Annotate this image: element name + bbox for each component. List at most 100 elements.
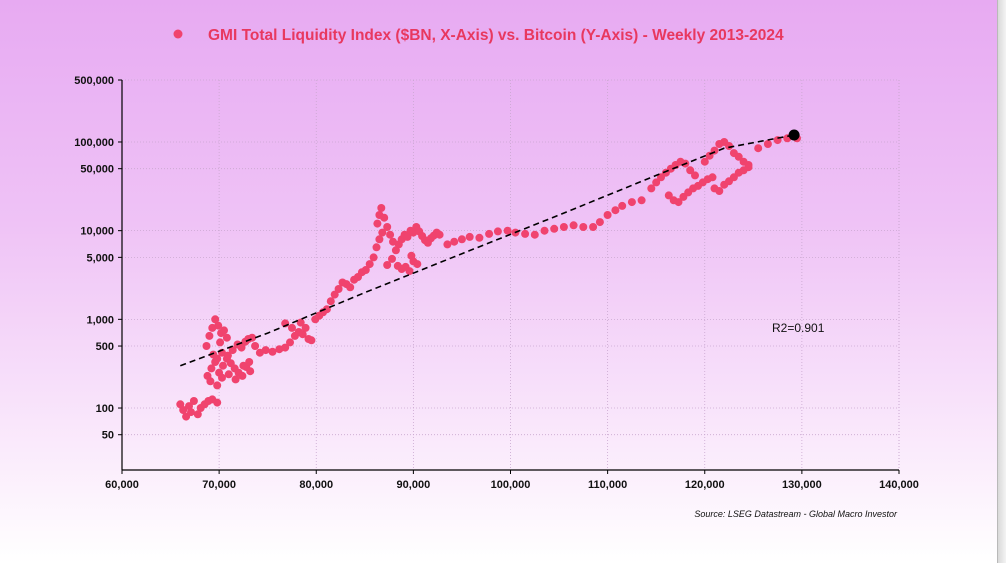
data-point (373, 219, 382, 228)
data-point (216, 338, 225, 347)
data-point (647, 184, 656, 193)
data-point (763, 140, 772, 148)
data-point (388, 254, 396, 263)
data-point (559, 223, 568, 231)
y-tick-label: 100,000 (74, 137, 114, 149)
data-point (281, 343, 290, 352)
data-point (213, 354, 222, 363)
data-point (298, 330, 307, 339)
data-point (664, 191, 673, 200)
data-point (377, 204, 386, 212)
data-point (307, 336, 316, 345)
data-point (391, 246, 400, 255)
data-point (618, 201, 627, 210)
x-tick-label: 120,000 (685, 479, 725, 491)
data-point (383, 223, 392, 231)
data-point (475, 233, 484, 242)
data-point (346, 283, 355, 292)
data-point (301, 323, 310, 332)
data-point (372, 243, 381, 252)
x-tick-label: 110,000 (588, 479, 627, 491)
y-tick-label: 10,000 (80, 226, 114, 238)
data-point (457, 235, 466, 244)
data-point (326, 297, 335, 306)
y-tick-label: 100 (96, 403, 114, 415)
data-point (219, 361, 227, 370)
data-point (450, 237, 459, 246)
data-point (246, 367, 255, 376)
data-point (224, 370, 233, 379)
data-point (540, 226, 549, 235)
data-point (380, 213, 389, 222)
data-point (213, 381, 222, 390)
data-point (369, 253, 378, 262)
y-tick-labels: 50 100 500 1,000 5,000 10,000 50,000 100,000 500… (74, 75, 114, 442)
data-point (708, 173, 717, 182)
data-point (407, 251, 416, 260)
data-point (435, 230, 444, 239)
data-point (700, 157, 709, 166)
data-point (206, 377, 215, 386)
data-point (286, 338, 294, 347)
data-point (530, 230, 539, 239)
data-point (223, 351, 232, 360)
data-point (189, 397, 198, 405)
y-tick-label: 50 (102, 430, 114, 442)
data-point (383, 261, 392, 269)
y-tick-label: 1,000 (86, 314, 114, 326)
data-point (268, 347, 277, 356)
y-tick-label: 500,000 (74, 75, 114, 87)
data-point (386, 230, 395, 239)
data-point (288, 323, 296, 332)
data-point (378, 228, 387, 237)
data-point (296, 318, 305, 327)
data-point (231, 375, 240, 384)
data-point (725, 142, 733, 150)
data-point (239, 361, 248, 370)
data-point (238, 371, 247, 380)
data-point (211, 315, 220, 324)
data-point (754, 144, 763, 153)
grid (122, 79, 900, 470)
data-point (691, 171, 699, 180)
data-point (228, 346, 237, 355)
data-point (569, 221, 578, 230)
data-point (214, 321, 223, 330)
data-point (179, 406, 188, 414)
x-tick-label: 130,000 (782, 479, 822, 491)
x-tick-label: 90,000 (397, 479, 431, 491)
data-points (176, 134, 801, 421)
data-point (550, 224, 559, 233)
data-point (744, 163, 753, 172)
data-point (595, 218, 604, 227)
data-point (187, 408, 195, 417)
source-note: Source: LSEG Datastream - Global Macro I… (694, 509, 898, 519)
data-point (330, 290, 339, 299)
data-point (589, 223, 598, 231)
y-tick-label: 50,000 (80, 164, 114, 176)
data-point (220, 326, 228, 335)
data-point (322, 305, 331, 314)
data-point (334, 285, 343, 293)
data-point (637, 196, 646, 205)
x-tick-label: 60,000 (105, 479, 139, 491)
data-point (361, 266, 370, 274)
data-point (493, 227, 502, 236)
data-point (403, 232, 412, 241)
y-tick-label: 5,000 (86, 252, 114, 264)
latest-point (788, 129, 800, 141)
data-point (465, 232, 474, 241)
data-point (652, 178, 661, 187)
data-point (405, 267, 414, 276)
data-point (674, 198, 683, 207)
data-point (261, 346, 270, 355)
chart-title: GMI Total Liquidity Index ($BN, X-Axis) … (208, 27, 784, 44)
data-point (503, 226, 512, 235)
data-point (218, 373, 226, 382)
window-edge-line (997, 0, 998, 563)
data-point (222, 333, 231, 342)
window-scrollbar (998, 0, 1006, 563)
data-point (715, 187, 724, 195)
data-point (202, 342, 211, 350)
